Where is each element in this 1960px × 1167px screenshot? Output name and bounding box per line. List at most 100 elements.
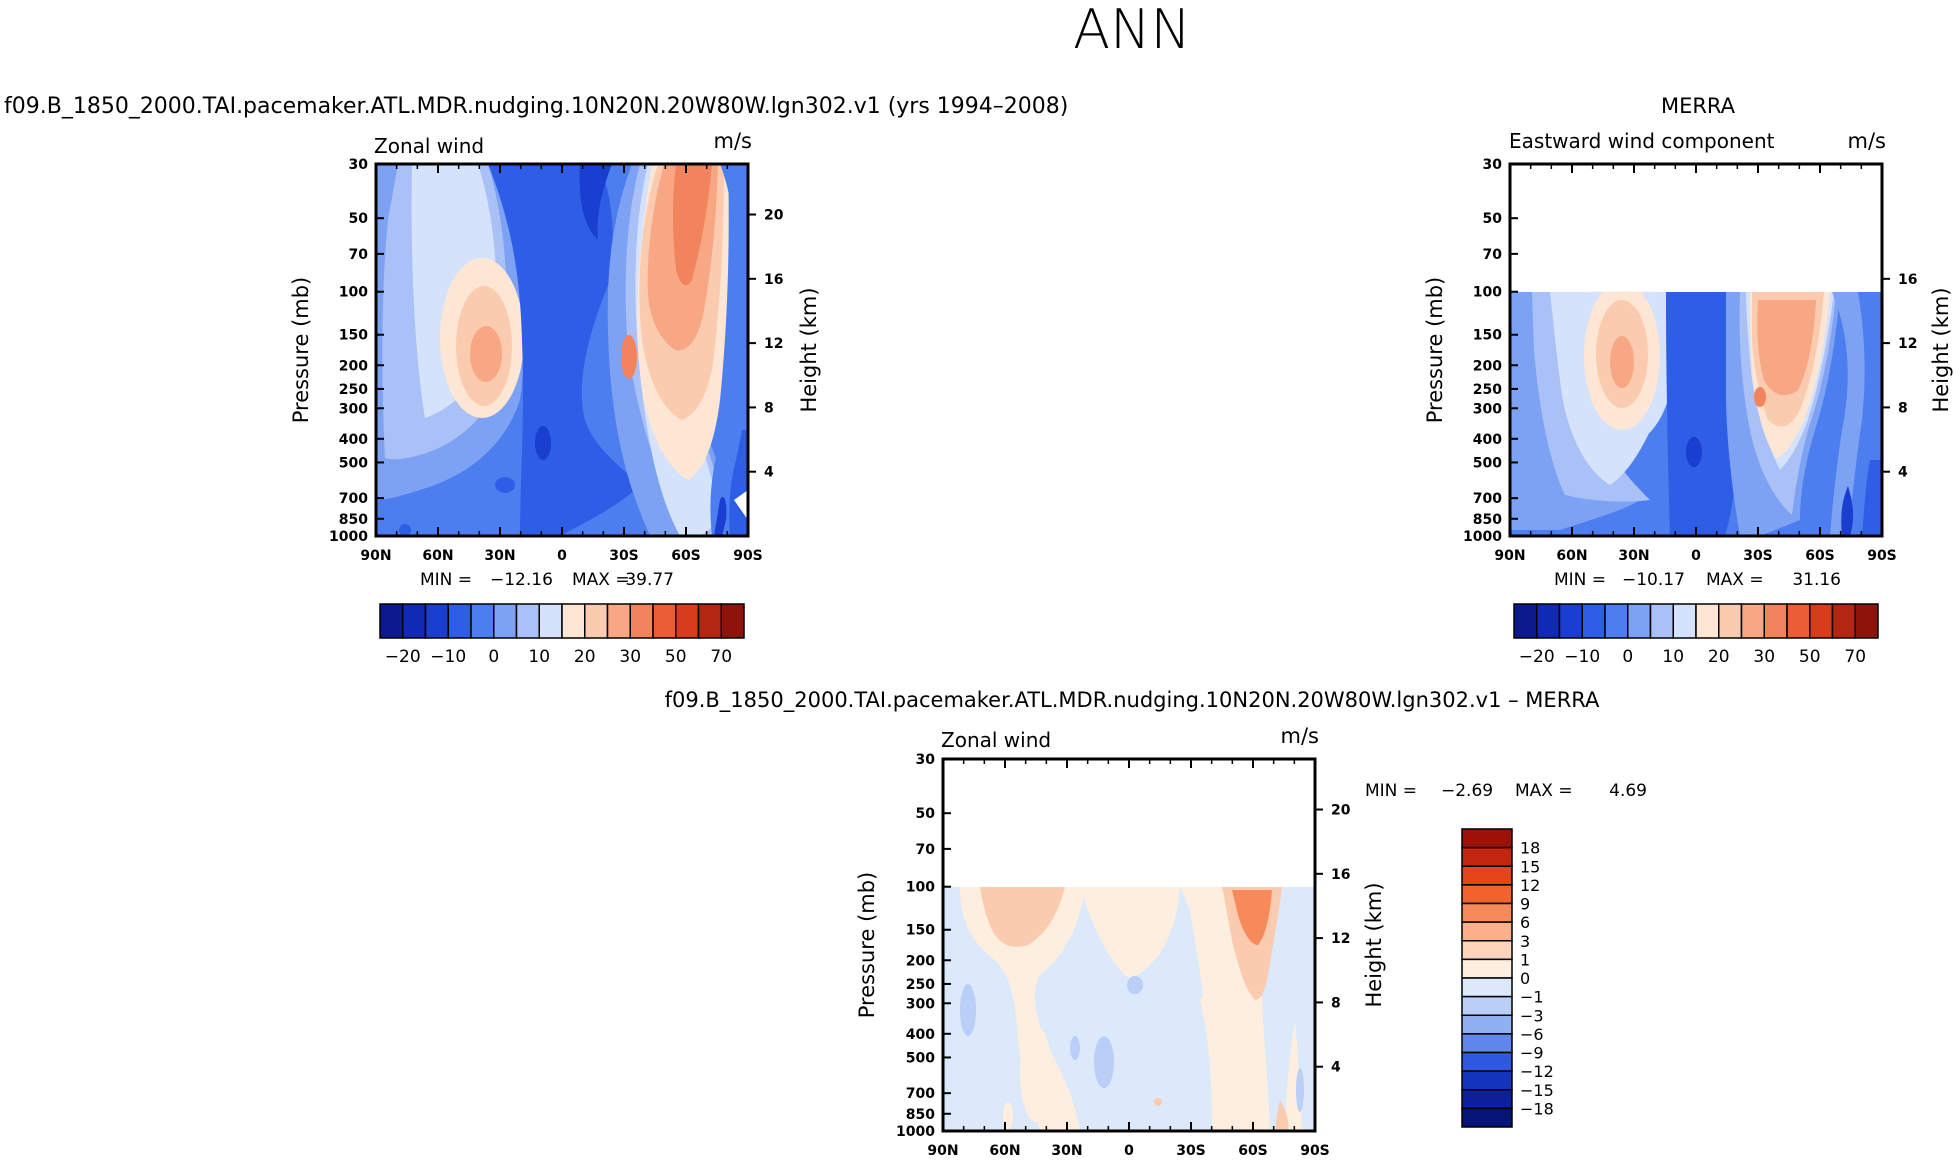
diff-colorbar-swatch: [1461, 902, 1513, 923]
obs-colorbar-swatch: [1627, 603, 1652, 639]
diff-colorbar-label: 6: [1520, 913, 1530, 932]
obs-colorbar-label: −10: [1564, 647, 1600, 667]
obs-colorbar-swatch: [1831, 603, 1856, 639]
diff-x-tick-label: 30N: [1051, 1143, 1082, 1159]
obs-x-tick-label: 90S: [1867, 548, 1897, 564]
model-y-tick-label: 70: [349, 247, 369, 263]
model-y-tick-label: 500: [339, 455, 368, 471]
diff-colorbar-swatch: [1461, 828, 1513, 849]
diff-colorbar-swatch: [1461, 921, 1513, 942]
diff-x-tick-label: 30S: [1176, 1143, 1206, 1159]
obs-y-tick-label: 100: [1473, 285, 1502, 301]
obs-y-tick-label: 150: [1473, 328, 1502, 344]
obs-x-tick-label: 30N: [1618, 548, 1649, 564]
model-panel-title: f09.B_1850_2000.TAI.pacemaker.ATL.MDR.nu…: [4, 94, 1068, 119]
diff-y-tick-label: 250: [906, 977, 935, 993]
diff-x-tick-label: 90S: [1300, 1143, 1330, 1159]
merra-max-value: 31.16: [1792, 570, 1841, 590]
obs-colorbar-swatch: [1718, 603, 1743, 639]
diff-y-tick-label: 850: [906, 1107, 935, 1123]
diff-colorbar-label: −12: [1520, 1062, 1554, 1081]
diff-colorbar-label: 9: [1520, 895, 1530, 914]
obs-y-tick-label: 250: [1473, 382, 1502, 398]
model-y-right-tick-label: 12: [764, 336, 783, 352]
obs-x-tick-label: 60N: [1556, 548, 1587, 564]
obs-colorbar-swatch: [1763, 603, 1788, 639]
difference-y-right-axis-label: Height (km): [1362, 882, 1386, 1007]
model-colorbar-swatch: [515, 603, 540, 639]
model-colorbar-label: 70: [710, 647, 732, 667]
obs-y-right-tick-label: 12: [1898, 336, 1917, 352]
model-y-right-axis-label: Height (km): [797, 287, 821, 412]
obs-y-tick-label: 70: [1483, 247, 1503, 263]
merra-units-label: m/s: [1848, 129, 1886, 153]
model-colorbar-swatch: [584, 603, 609, 639]
diff-colorbar-swatch: [1461, 1014, 1513, 1035]
obs-x-tick-label: 60S: [1805, 548, 1835, 564]
merra-contour-fill: [1510, 274, 1882, 536]
difference-min-label: MIN =: [1365, 781, 1417, 801]
obs-y-right-tick-label: 8: [1898, 400, 1908, 416]
obs-y-tick-label: 700: [1473, 491, 1502, 507]
diff-y-tick-label: 500: [906, 1050, 935, 1066]
diff-y-tick-label: 30: [916, 752, 936, 768]
diff-x-tick-label: 60S: [1238, 1143, 1268, 1159]
merra-min-label: MIN =: [1554, 570, 1606, 590]
obs-x-tick-label: 0: [1691, 548, 1701, 564]
model-x-tick-label: 30N: [484, 548, 515, 564]
difference-max-label: MAX =: [1515, 781, 1573, 801]
model-y-tick-label: 200: [339, 358, 368, 374]
model-min-label: MIN =: [420, 570, 472, 590]
diff-y-right-tick-label: 12: [1331, 931, 1350, 947]
page-title: ANN: [1073, 0, 1191, 61]
model-y-tick-label: 1000: [329, 529, 368, 545]
difference-max-value: 4.69: [1609, 781, 1647, 801]
model-colorbar-label: −20: [385, 647, 421, 667]
model-colorbar-swatch: [493, 603, 518, 639]
obs-no-data-region: [1511, 165, 1881, 292]
diff-colorbar-label: −6: [1520, 1025, 1544, 1044]
obs-colorbar-label: 0: [1622, 647, 1633, 667]
model-colorbar: −20 −10 0 10 20 30 50 70: [379, 603, 745, 667]
obs-x-tick-label: 30S: [1743, 548, 1773, 564]
merra-eastward-wind-panel: MERRA Eastward wind component m/s: [1423, 94, 1953, 590]
model-y-tick-label: 100: [339, 285, 368, 301]
obs-colorbar-swatch: [1786, 603, 1811, 639]
model-y-right-tick-label: 8: [764, 400, 774, 416]
model-y-tick-label: 30: [349, 157, 369, 173]
model-colorbar-swatch: [606, 603, 631, 639]
diff-no-data-region: [944, 760, 1314, 887]
obs-colorbar: −20 −10 0 10 20 30 50 70: [1513, 603, 1879, 667]
merra-min-value: −10.17: [1622, 570, 1685, 590]
model-colorbar-swatch: [697, 603, 722, 639]
obs-colorbar-swatch: [1672, 603, 1697, 639]
diff-colorbar-label: 12: [1520, 876, 1540, 895]
model-y-tick-label: 700: [339, 491, 368, 507]
diff-y-tick-label: 70: [916, 842, 936, 858]
diff-colorbar-label: −3: [1520, 1006, 1544, 1025]
difference-zonal-wind-panel: f09.B_1850_2000.TAI.pacemaker.ATL.MDR.nu…: [665, 688, 1647, 1133]
diff-colorbar-swatch: [1461, 940, 1513, 961]
diff-y-tick-label: 100: [906, 880, 935, 896]
obs-x-tick-label: 90N: [1494, 548, 1525, 564]
obs-colorbar-swatch: [1581, 603, 1606, 639]
obs-y-right-tick-label: 16: [1898, 272, 1917, 288]
obs-colorbar-swatch: [1854, 603, 1879, 639]
diff-colorbar-label: −1: [1520, 988, 1544, 1007]
model-x-tick-label: 60N: [422, 548, 453, 564]
obs-y-right-tick-label: 4: [1898, 465, 1908, 481]
model-colorbar-swatch: [447, 603, 472, 639]
diff-x-tick-label: 0: [1124, 1143, 1134, 1159]
model-colorbar-label: 30: [619, 647, 641, 667]
diff-colorbar-label: 0: [1520, 969, 1530, 988]
difference-panel-title: f09.B_1850_2000.TAI.pacemaker.ATL.MDR.nu…: [665, 688, 1600, 713]
model-y-tick-label: 400: [339, 432, 368, 448]
obs-y-tick-label: 1000: [1463, 529, 1502, 545]
model-max-label: MAX =: [572, 570, 630, 590]
diff-y-tick-label: 50: [916, 806, 936, 822]
diff-y-right-tick-label: 4: [1331, 1060, 1341, 1076]
obs-y-tick-label: 200: [1473, 358, 1502, 374]
diff-colorbar-swatch: [1461, 1089, 1513, 1110]
model-x-tick-label: 30S: [609, 548, 639, 564]
